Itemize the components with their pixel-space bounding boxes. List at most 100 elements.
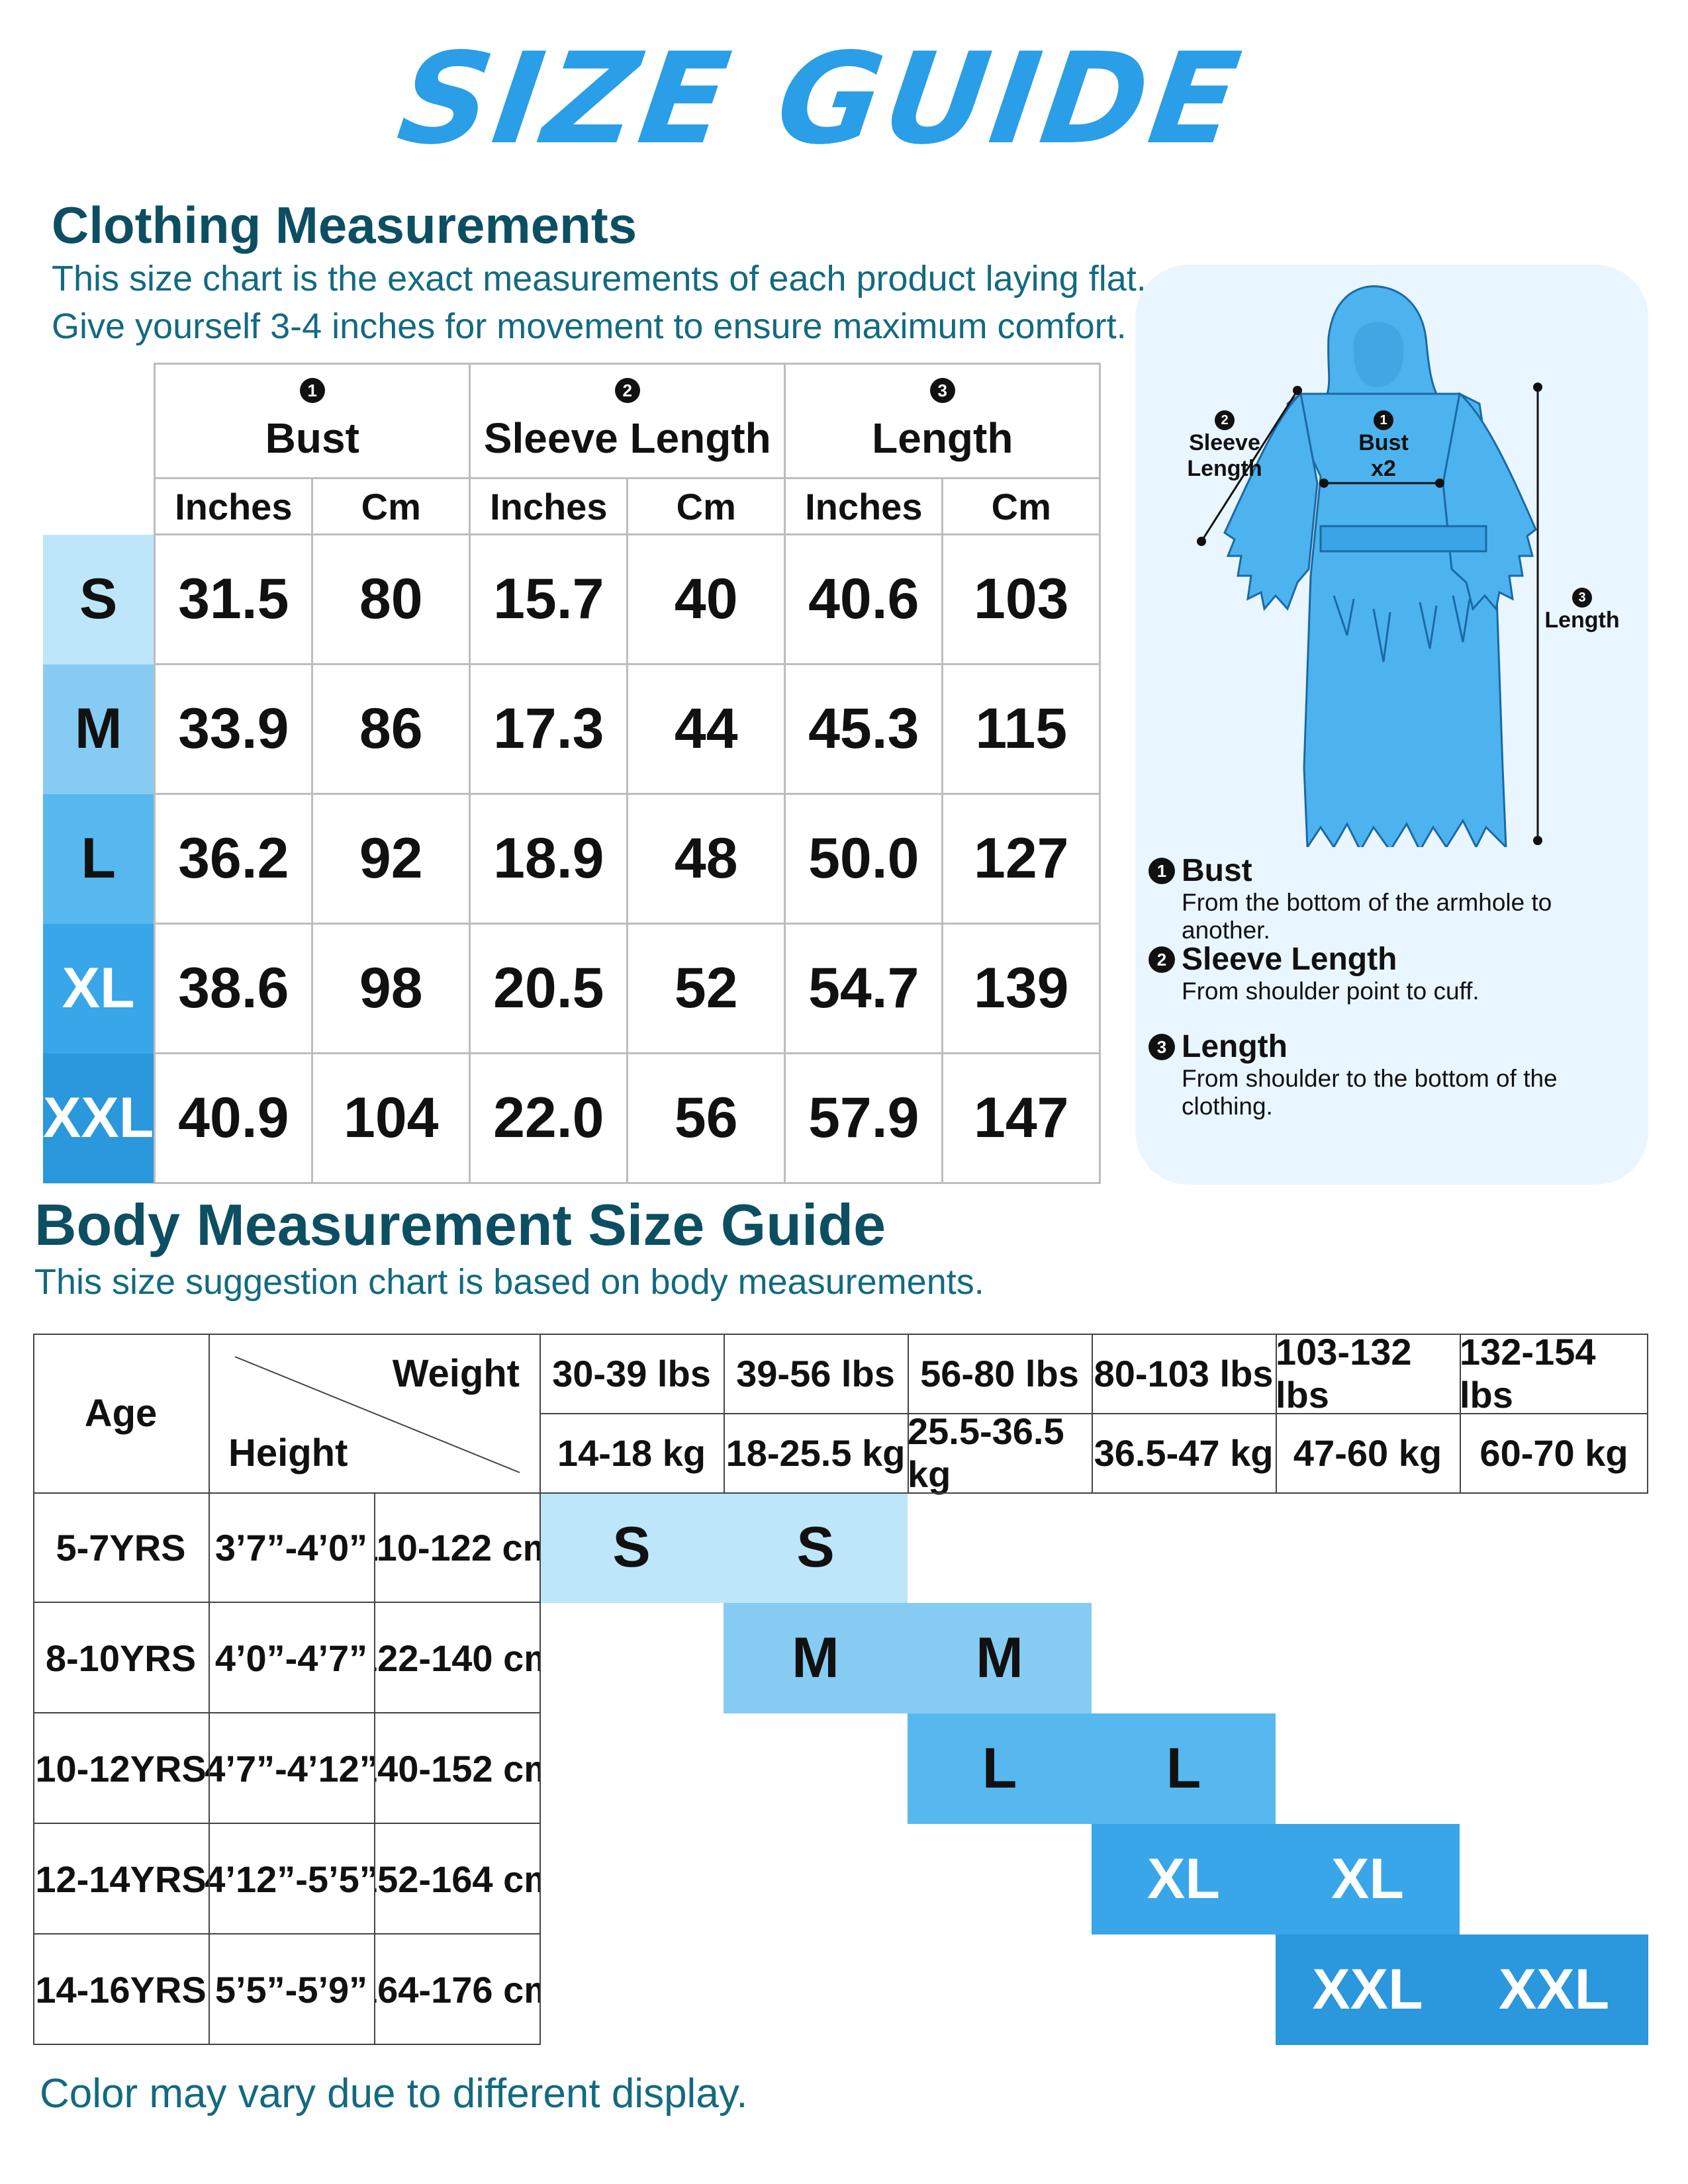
grid-line: [33, 1712, 539, 1713]
legend-number: 2: [1149, 946, 1175, 973]
sleeve-measure-point: [1197, 537, 1206, 546]
bust-label-number: 1: [1374, 410, 1393, 430]
grid-line: [33, 2044, 539, 2045]
clothing-note-1: This size chart is the exact measurement…: [52, 259, 1147, 298]
measurement-value: 80: [311, 533, 471, 665]
measurement-value: 52: [626, 923, 786, 1054]
measurement-value: 15.7: [469, 533, 629, 665]
bust-label-line-2: x2: [1371, 456, 1396, 482]
corner-blank: [43, 364, 155, 478]
height-ft-cell: 3’7”-4’0”: [214, 1527, 368, 1569]
sleeve-measure-line: [1200, 390, 1299, 542]
height-cm-cell: 122-140 cm: [374, 1637, 539, 1679]
length-number-badge: 3: [929, 378, 955, 403]
sleeve-label-line-2: Length: [1187, 456, 1262, 482]
measurement-value: 20.5: [469, 923, 629, 1054]
measurement-value: 104: [311, 1052, 471, 1184]
size-recommendation: XXL: [1276, 1934, 1460, 2045]
grid-line: [33, 1933, 539, 1934]
measurement-value: 147: [941, 1052, 1102, 1184]
weight-kg-cell: 25.5-36.5 kg: [908, 1410, 1064, 1495]
measurement-value: 50.0: [784, 793, 944, 925]
clothing-measurements-table: 1 Bust 2 Sleeve Length 3 Length Inches Cm I…: [43, 363, 1102, 1184]
height-header: Height: [228, 1431, 348, 1475]
corner-blank: [43, 478, 155, 535]
grid-line: [1647, 1334, 1648, 1492]
legend-sleeve: 2 Sleeve Length From shoulder point to cu…: [1149, 941, 1645, 1005]
age-header: Age: [84, 1391, 158, 1435]
length-measure-point: [1533, 836, 1542, 845]
length-label: 3 Length: [1536, 588, 1628, 633]
grid-line: [724, 1334, 725, 1492]
unit-header: Cm: [311, 477, 471, 535]
grid-line: [1276, 1334, 1277, 1492]
grid-line: [33, 1334, 34, 2045]
diagonal-divider: [234, 1356, 520, 1473]
body-subtitle: This size suggestion chart is based on b…: [34, 1262, 984, 1302]
body-measurement-table: Age Weight Height 30-39 lbs 14-18 kg 39-56 lb…: [33, 1331, 1648, 2045]
grid-line: [539, 1334, 541, 2045]
clothing-row: S 31.5 80 15.7 40 40.6 103: [43, 533, 1102, 665]
measurement-value: 127: [941, 793, 1102, 925]
weight-kg-cell: 60-70 kg: [1479, 1432, 1628, 1474]
measurement-value: 48: [626, 793, 786, 925]
age-cell: 14-16YRS: [35, 1969, 207, 2011]
size-recommendation: S: [724, 1492, 908, 1603]
hood-opening: [1353, 322, 1404, 387]
grid-line: [908, 1334, 909, 1492]
size-recommendation: XL: [1276, 1824, 1460, 1934]
unit-header: Cm: [941, 477, 1102, 535]
footer-note: Color may vary due to different display.: [40, 2071, 748, 2116]
clothing-table-body: S 31.5 80 15.7 40 40.6 103 M 33.9 86 17.3 44 45.3 115…: [43, 533, 1102, 1184]
measurement-value: 40.6: [784, 533, 944, 665]
measurement-value: 36.2: [154, 793, 314, 925]
bust-measure-point: [1319, 478, 1329, 488]
legend-description: From shoulder to the bottom of the cloth…: [1182, 1065, 1558, 1120]
height-ft-cell: 4’0”-4’7”: [214, 1637, 368, 1679]
measurement-value: 22.0: [469, 1052, 629, 1184]
sleeve-label-number: 2: [1215, 410, 1235, 430]
bust-number-badge: 1: [299, 378, 325, 403]
clothing-row: XXL 40.9 104 22.0 56 57.9 147: [43, 1052, 1102, 1184]
age-cell: 12-14YRS: [35, 1858, 207, 1900]
weight-kg-cell: 47-60 kg: [1293, 1432, 1442, 1474]
height-cm-cell: 164-176 cm: [374, 1969, 539, 2011]
waist-band: [1319, 525, 1487, 553]
height-ft-cell: 4’12”-5’5”: [205, 1858, 378, 1900]
height-ft-cell: 4’7”-4’12”: [205, 1748, 378, 1790]
legend-title: Length: [1182, 1029, 1288, 1064]
garment-diagram: [1197, 285, 1542, 847]
measurement-value: 38.6: [154, 923, 314, 1054]
size-recommendation: L: [1092, 1713, 1276, 1824]
legend-number: 1: [1149, 858, 1175, 884]
measurement-value: 98: [311, 923, 471, 1054]
bust-header: 1 Bust: [154, 363, 471, 479]
bust-header-label: Bust: [265, 414, 359, 462]
age-cell: 10-12YRS: [35, 1748, 207, 1790]
weight-lbs-cell: 132-154 lbs: [1460, 1331, 1596, 1416]
unit-header: Inches: [784, 477, 944, 535]
unit-header: Inches: [154, 477, 314, 535]
grid-line: [33, 1492, 1648, 1494]
grid-line: [33, 1823, 539, 1824]
body-heading: Body Measurement Size Guide: [34, 1192, 886, 1257]
legend-title: Sleeve Length: [1182, 942, 1397, 977]
size-recommendation: XXL: [1460, 1934, 1648, 2045]
measurement-value: 45.3: [784, 663, 944, 795]
measurement-value: 33.9: [154, 663, 314, 795]
length-label-number: 3: [1572, 588, 1592, 608]
grid-line: [1460, 1334, 1461, 1492]
measurement-value: 17.3: [469, 663, 629, 795]
unit-header: Inches: [469, 477, 629, 535]
measurement-value: 40: [626, 533, 786, 665]
legend-bust: 1 Bust From the bottom of the armhole to …: [1149, 852, 1645, 944]
weight-lbs-cell: 103-132 lbs: [1276, 1331, 1412, 1416]
size-recommendation: M: [908, 1603, 1092, 1713]
height-cm-cell: 110-122 cm: [374, 1527, 539, 1569]
legend-number: 3: [1149, 1034, 1175, 1060]
sleeve-number-badge: 2: [614, 378, 640, 403]
bust-measure-point: [1435, 478, 1444, 488]
sleeve-header: 2 Sleeve Length: [469, 363, 786, 479]
weight-kg-cell: 36.5-47 kg: [1094, 1432, 1274, 1474]
bust-label-line-1: Bust: [1358, 430, 1409, 455]
